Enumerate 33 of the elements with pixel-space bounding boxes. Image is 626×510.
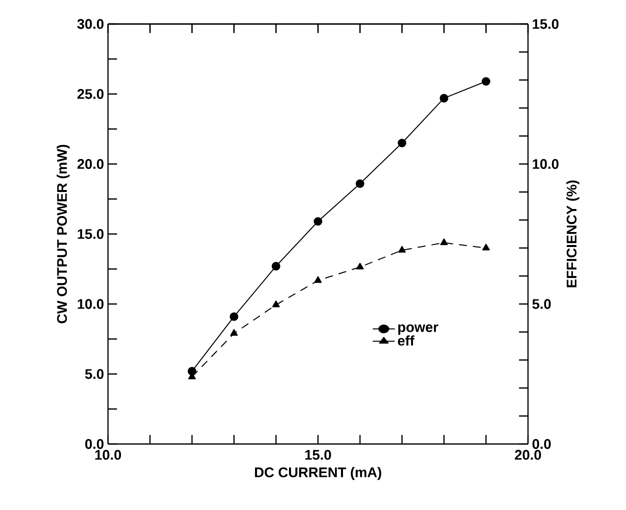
y-tick-label: 20.0 xyxy=(77,159,104,169)
y-tick-label: 30.0 xyxy=(77,19,104,29)
point xyxy=(272,262,280,270)
x-tick-label: 10.0 xyxy=(95,450,122,460)
y2-axis-title: EFFICIENCY (%) xyxy=(566,180,580,288)
point xyxy=(398,246,406,253)
point xyxy=(356,179,364,188)
x-tick-label: 20.0 xyxy=(514,450,542,460)
y-tick-label: 25.0 xyxy=(77,89,104,99)
point xyxy=(356,262,364,270)
point xyxy=(440,94,448,102)
point xyxy=(272,300,280,308)
y-tick-label: 15.0 xyxy=(78,229,104,239)
y-axis-title: CW OUTPUT POWER (mW) xyxy=(56,144,70,324)
point xyxy=(230,329,238,336)
point xyxy=(440,238,448,246)
legend-label: eff xyxy=(398,335,414,346)
y-tick-label: 5.0 xyxy=(85,369,104,379)
point xyxy=(230,312,238,321)
legend-label: power xyxy=(398,324,438,335)
point xyxy=(482,77,490,86)
y2-tick-label: 5.0 xyxy=(532,299,551,309)
y-tick-label: 10.0 xyxy=(78,299,104,309)
y-tick-label: 0.0 xyxy=(85,439,104,449)
y2-tick-label: 15.0 xyxy=(532,19,558,29)
x-axis-title: DC CURRENT (mA) xyxy=(255,467,382,480)
point xyxy=(314,276,322,283)
y2-tick-label: 0.0 xyxy=(532,439,551,449)
point xyxy=(314,217,322,226)
x-tick-label: 15.0 xyxy=(305,450,332,460)
point xyxy=(398,138,406,148)
point xyxy=(482,244,490,250)
y2-tick-label: 10.0 xyxy=(532,159,558,169)
